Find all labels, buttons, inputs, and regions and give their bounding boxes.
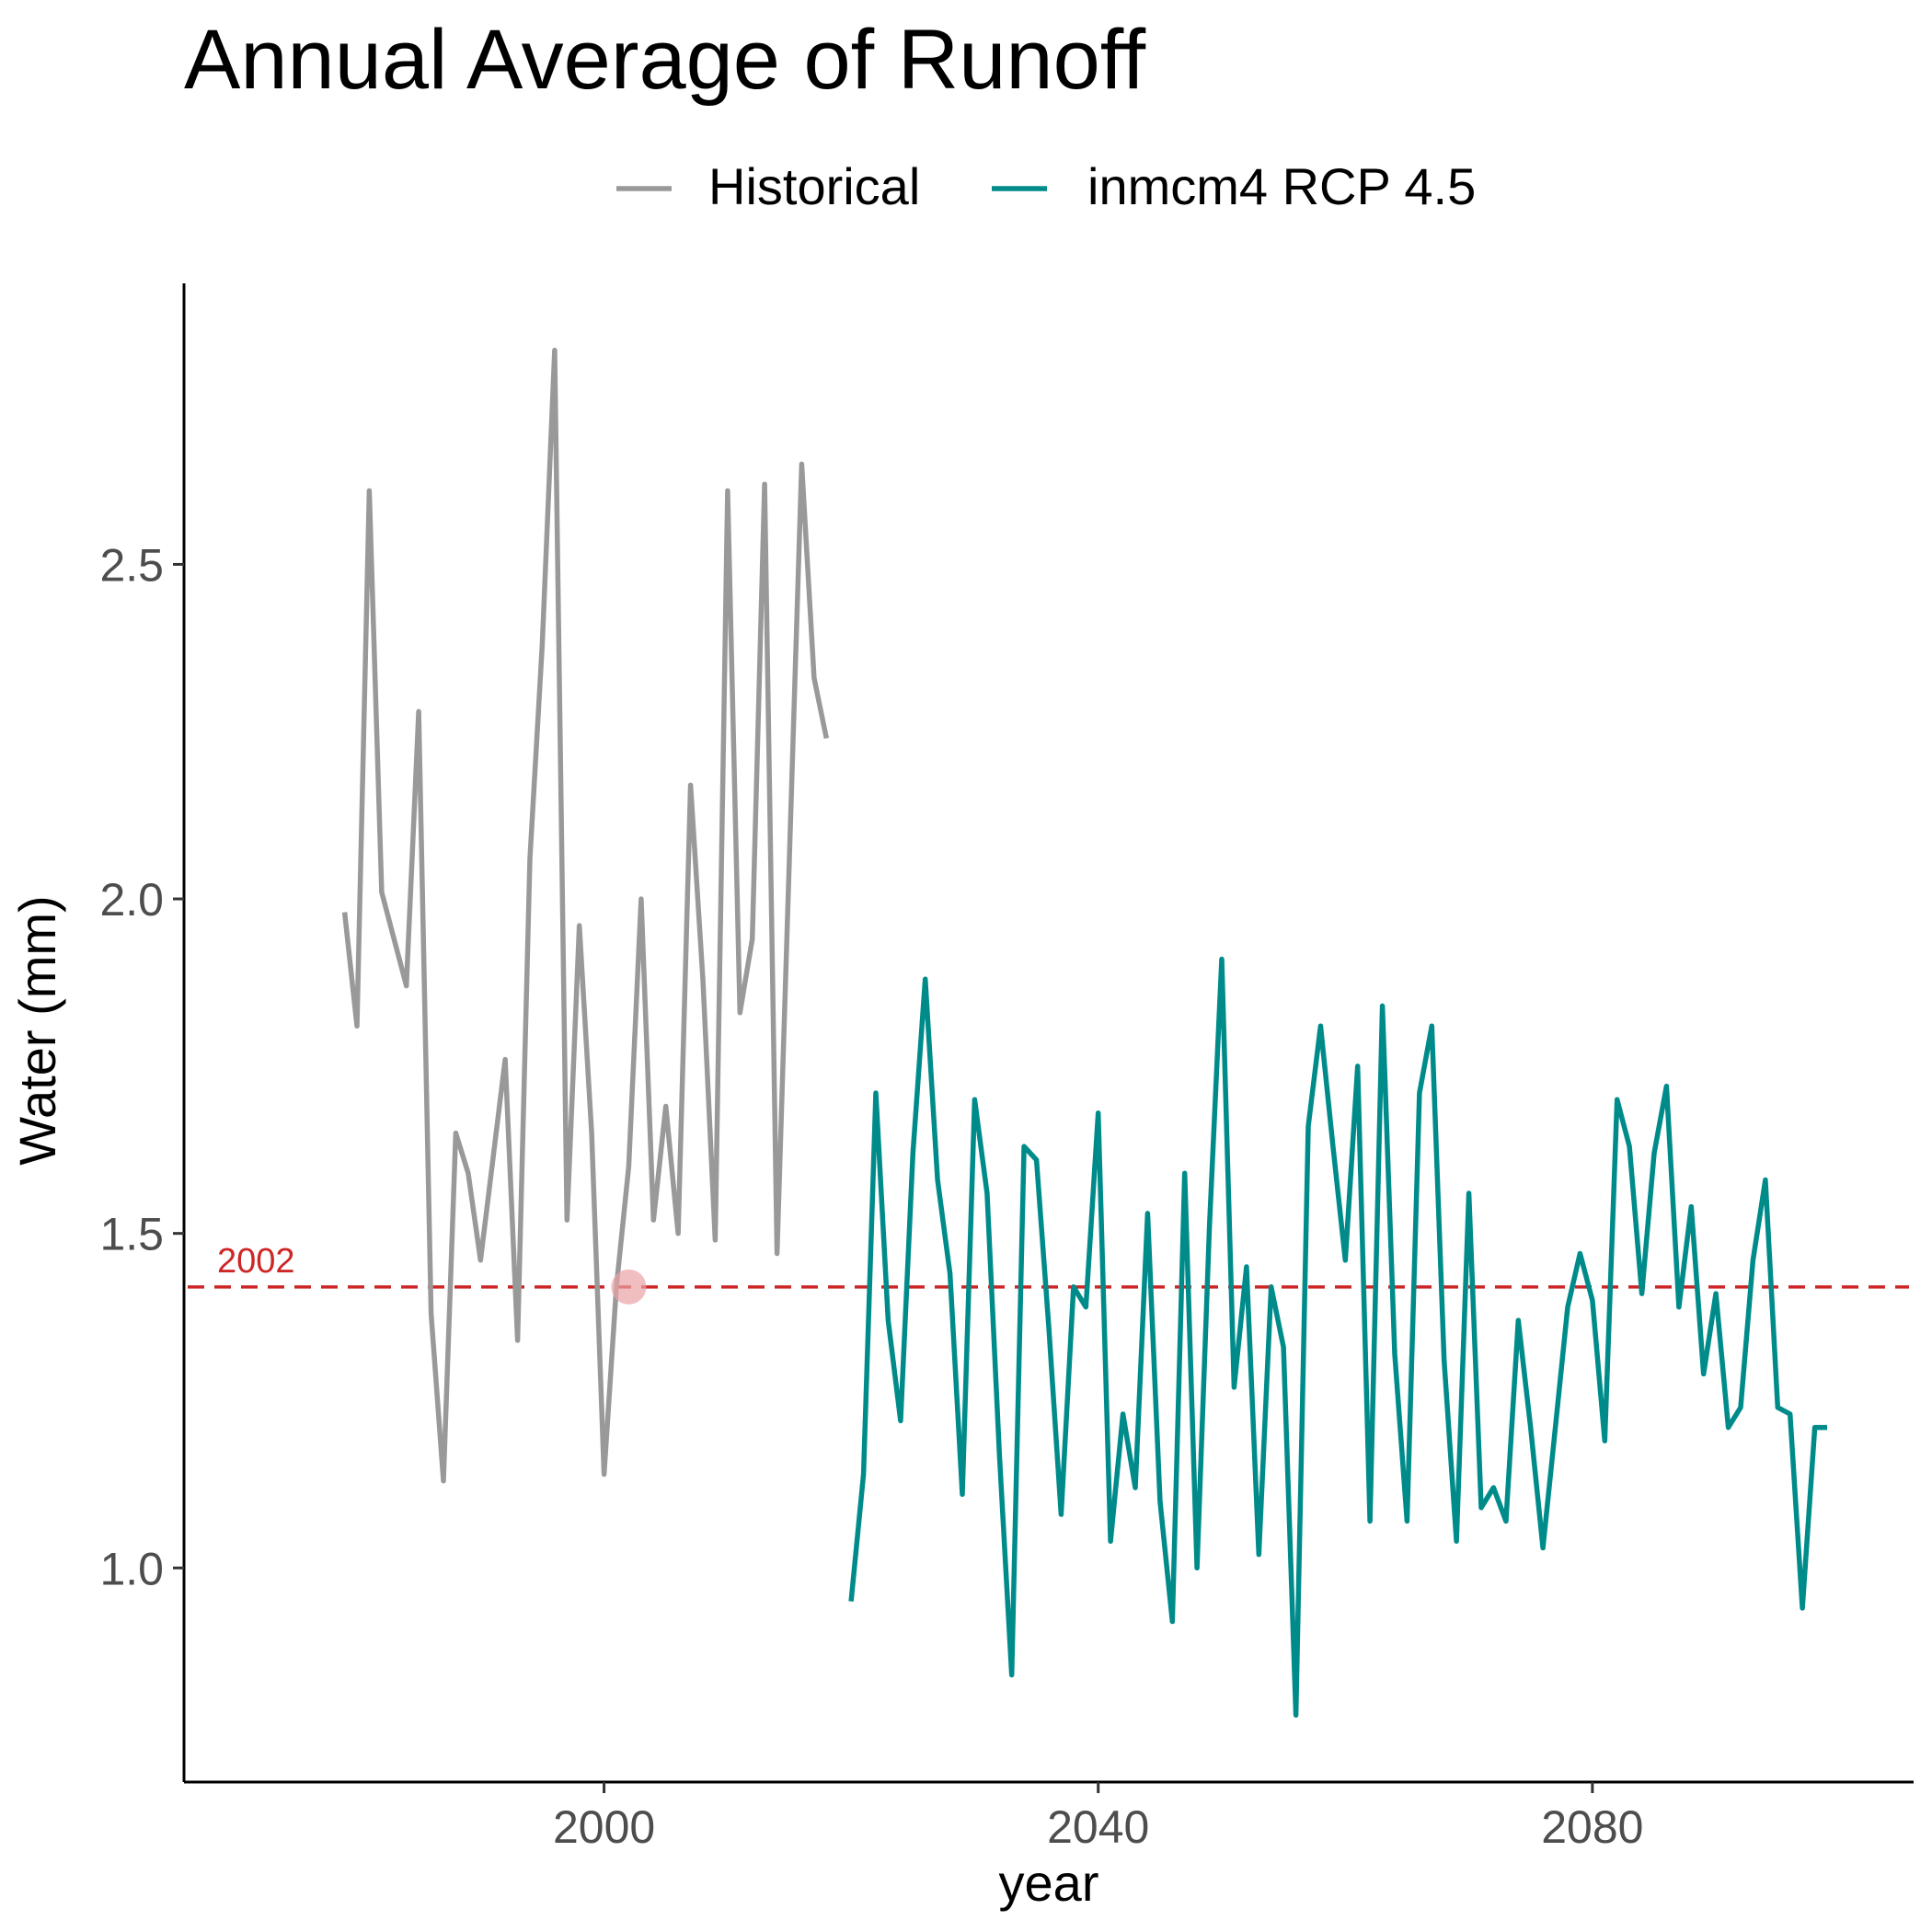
highlight-point	[611, 1269, 647, 1305]
x-axis-ticks: 2000 2040 2080	[553, 1782, 1643, 1853]
y-tick-label: 1.0	[99, 1543, 164, 1594]
x-tick-label: 2000	[553, 1801, 655, 1853]
legend-label-inmcm4: inmcm4 RCP 4.5	[1087, 157, 1476, 215]
chart-title: Annual Average of Runoff	[184, 13, 1146, 107]
y-tick-label: 2.5	[99, 539, 164, 591]
plot-area: 2002	[188, 347, 1909, 1719]
series-line-inmcm4	[848, 956, 1827, 1719]
series-line-historical	[341, 347, 829, 1484]
x-tick-label: 2080	[1541, 1801, 1643, 1853]
y-axis-ticks: 1.0 1.5 2.0 2.5	[99, 539, 184, 1594]
y-axis-title: Water (mm)	[8, 895, 66, 1165]
legend: Historical inmcm4 RCP 4.5	[616, 157, 1476, 215]
y-tick-label: 1.5	[99, 1209, 164, 1260]
legend-label-historical: Historical	[708, 157, 920, 215]
x-axis-title: year	[999, 1854, 1099, 1912]
y-tick-label: 2.0	[99, 874, 164, 926]
x-tick-label: 2040	[1047, 1801, 1149, 1853]
reference-line-label: 2002	[217, 1242, 295, 1281]
